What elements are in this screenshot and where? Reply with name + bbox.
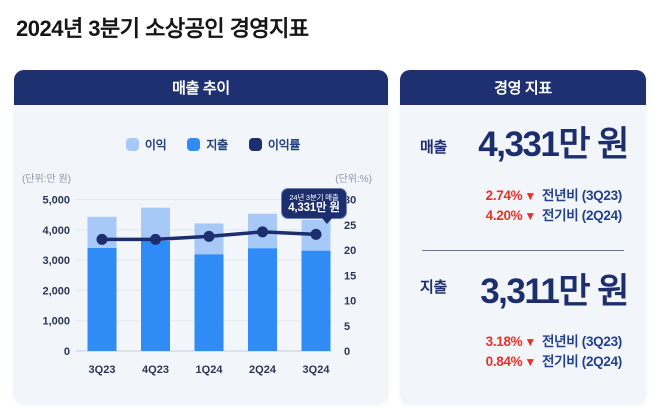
profit-legend-swatch [125,138,139,151]
expense-yoy-change: 3.18% ▼ 전년비 (3Q23) [485,332,623,352]
section-divider [422,250,624,251]
profit-legend-label: 이익 [144,138,167,152]
expense-qoq-change: 0.84% ▼ 전기비 (2Q24) [485,352,623,372]
svg-text:0: 0 [64,346,70,358]
svg-text:3Q24: 3Q24 [303,364,331,376]
legend-item-expense[interactable]: 지출 [187,136,228,153]
sales-trend-header: 매출 추이 [14,70,388,105]
revenue-qoq-pct: 4.20% [485,208,523,223]
sales-trend-card: 매출 추이 이익 지출 이익률 (단위:만 원) (단위:%) 0 1,000 2,00… [14,70,388,404]
svg-text:0: 0 [344,346,350,358]
expense-qoq-label: 전기비 (2Q24) [541,354,622,369]
svg-text:4,000: 4,000 [42,225,70,237]
profit-rate-legend-swatch [248,138,262,151]
revenue-qoq-label: 전기비 (2Q24) [541,208,622,223]
svg-text:25: 25 [344,220,356,232]
svg-text:1,000: 1,000 [42,316,70,328]
svg-text:(단위:%): (단위:%) [335,172,372,185]
down-triangle-icon: ▼ [524,189,536,203]
down-triangle-icon: ▼ [524,355,536,369]
chart-canvas: (단위:만 원) (단위:%) 0 1,000 2,000 3,000 4,000 5,000… [14,165,388,390]
svg-text:20: 20 [344,245,356,257]
expense-qoq-pct: 0.84% [485,354,523,369]
expense-yoy-label: 전년비 (3Q23) [541,334,622,349]
revenue-yoy-pct: 2.74% [485,188,523,203]
expense-legend-swatch [187,138,201,151]
legend-item-profit-rate[interactable]: 이익률 [248,136,301,153]
expense-yoy-pct: 3.18% [485,334,523,349]
metrics-header: 경영 지표 [400,70,646,105]
svg-text:3Q23: 3Q23 [89,364,116,376]
tooltip-title: 24년 3분기 매출 [289,192,339,202]
revenue-value: 4,331만 원 [478,125,629,164]
down-triangle-icon: ▼ [524,209,536,223]
svg-text:2,000: 2,000 [42,285,70,297]
revenue-qoq-change: 4.20% ▼ 전기비 (2Q24) [485,206,623,226]
page-title: 2024년 3분기 소상공인 경영지표 [16,16,309,41]
expense-label: 지출 [420,279,448,296]
revenue-yoy-change: 2.74% ▼ 전년비 (3Q23) [485,186,623,206]
chart-tooltip: 24년 3분기 매출 4,331만 원 [281,188,347,224]
revenue-yoy-label: 전년비 (3Q23) [541,188,622,203]
legend-item-profit[interactable]: 이익 [125,136,167,153]
svg-text:4Q23: 4Q23 [142,364,169,376]
revenue-label: 매출 [420,139,448,156]
svg-text:3,000: 3,000 [42,255,70,267]
svg-text:1Q24: 1Q24 [196,364,224,376]
down-triangle-icon: ▼ [524,335,536,349]
svg-text:10: 10 [344,296,356,308]
expense-value: 3,311만 원 [480,272,629,311]
tooltip-value: 4,331만 원 [288,201,340,214]
sales-trend-chart[interactable]: (단위:만 원) (단위:%) 0 1,000 2,000 3,000 4,000 5,000… [14,165,388,385]
profit-rate-legend-label: 이익률 [267,138,301,152]
expense-legend-label: 지출 [206,138,228,152]
svg-text:5: 5 [344,321,350,333]
svg-text:5,000: 5,000 [42,195,70,207]
svg-text:15: 15 [344,270,356,282]
svg-text:(단위:만 원): (단위:만 원) [22,172,71,185]
chart-legend: 이익 지출 이익률 [14,136,388,153]
metrics-card: 경영 지표 매출 4,331만 원 2.74% ▼ 전년비 (3Q23) 4.20%… [400,70,646,404]
tooltip-pointer-icon [321,217,333,224]
svg-text:2Q24: 2Q24 [249,364,277,376]
svg-text:30: 30 [344,195,356,207]
